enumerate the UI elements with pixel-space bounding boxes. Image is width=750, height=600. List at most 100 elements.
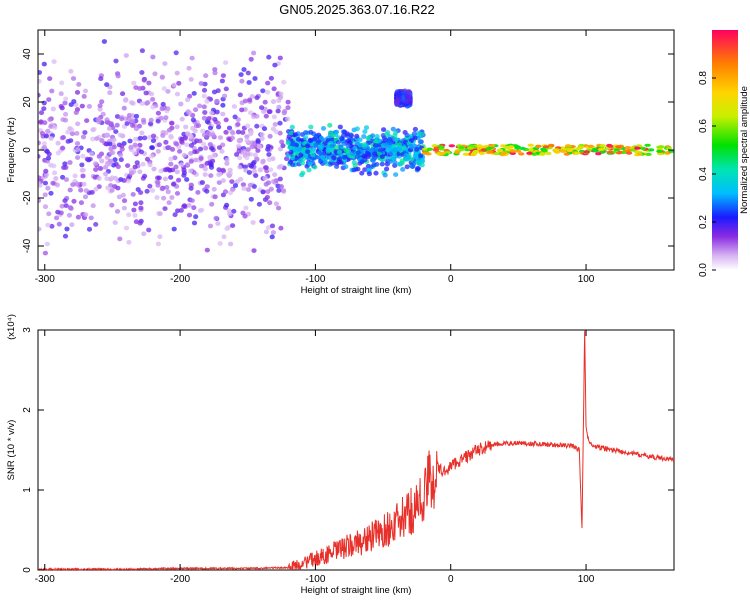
heatmap-cell xyxy=(93,222,99,227)
heatmap-cell xyxy=(636,152,643,156)
heatmap-cell xyxy=(219,149,225,154)
heatmap-cell xyxy=(519,146,526,151)
heatmap-cell xyxy=(361,134,367,139)
heatmap-cell xyxy=(125,178,131,184)
heatmap-cell xyxy=(259,105,265,110)
heatmap-cell xyxy=(195,123,202,128)
heatmap-cell xyxy=(280,188,286,193)
heatmap-cell xyxy=(229,187,236,193)
heatmap-cell xyxy=(548,143,555,147)
heatmap-cell xyxy=(396,142,403,148)
heatmap-cell xyxy=(42,180,49,186)
heatmap-cell xyxy=(176,80,182,86)
heatmap-cell xyxy=(335,139,341,145)
heatmap-cell xyxy=(179,116,185,122)
heatmap-cell xyxy=(146,227,152,233)
y-tick-label: 2 xyxy=(22,407,33,413)
heatmap-cell xyxy=(412,135,418,141)
heatmap-cell xyxy=(278,91,284,97)
heatmap-cell xyxy=(193,107,199,113)
heatmap-cell xyxy=(88,215,94,221)
heatmap-cell xyxy=(265,89,271,95)
heatmap-cell xyxy=(252,76,258,81)
heatmap-cell xyxy=(204,99,210,104)
heatmap-cell xyxy=(52,125,58,130)
heatmap-cell xyxy=(104,155,110,160)
heatmap-cell xyxy=(207,223,214,229)
heatmap-cell xyxy=(51,59,57,64)
heatmap-cell xyxy=(139,130,145,136)
heatmap-cell xyxy=(377,147,384,153)
heatmap-cell xyxy=(201,93,207,99)
heatmap-cell xyxy=(188,143,194,148)
heatmap-cell xyxy=(552,148,560,152)
heatmap-cell xyxy=(113,58,119,64)
heatmap-cell xyxy=(354,140,360,146)
heatmap-cell xyxy=(560,149,567,153)
heatmap-cell xyxy=(79,162,85,168)
heatmap-cell xyxy=(46,97,52,102)
spectrogram-xlabel: Height of straight line (km) xyxy=(301,285,412,296)
heatmap-cell xyxy=(96,176,102,181)
heatmap-cell xyxy=(146,80,152,86)
heatmap-cell xyxy=(384,166,390,172)
heatmap-cell xyxy=(487,150,494,154)
heatmap-cell xyxy=(231,208,237,214)
heatmap-cell xyxy=(251,50,257,56)
heatmap-cell xyxy=(132,213,138,218)
heatmap-cell xyxy=(216,124,222,130)
heatmap-cell xyxy=(431,144,438,148)
heatmap-cell xyxy=(249,94,255,99)
heatmap-cell xyxy=(599,150,606,154)
heatmap-cell xyxy=(149,188,156,193)
heatmap-cell xyxy=(606,150,614,154)
heatmap-cell xyxy=(165,89,171,94)
x-tick-label: -200 xyxy=(170,274,190,285)
heatmap-cell xyxy=(354,154,360,160)
heatmap-cell xyxy=(411,131,417,137)
heatmap-cell xyxy=(478,151,486,155)
heatmap-cell xyxy=(72,173,78,179)
heatmap-cell xyxy=(211,89,218,95)
heatmap-cell xyxy=(226,125,233,131)
heatmap-cell xyxy=(260,159,266,165)
heatmap-cell xyxy=(99,158,105,164)
heatmap-cell xyxy=(191,220,198,226)
heatmap-cell xyxy=(657,152,664,156)
heatmap-cell xyxy=(280,143,286,149)
heatmap-cell xyxy=(172,212,178,218)
heatmap-cell xyxy=(125,163,131,169)
heatmap-cell xyxy=(42,250,49,256)
heatmap-cell xyxy=(211,153,217,158)
heatmap-cell xyxy=(224,157,230,163)
heatmap-cell xyxy=(201,104,207,110)
heatmap-cell xyxy=(120,91,126,97)
heatmap-cell xyxy=(509,151,516,155)
heatmap-cell xyxy=(187,110,193,116)
heatmap-cell xyxy=(159,74,165,80)
heatmap-cell xyxy=(319,154,326,160)
heatmap-cell xyxy=(404,156,410,162)
heatmap-cell xyxy=(67,187,73,193)
heatmap-cell xyxy=(97,106,103,112)
heatmap-cell xyxy=(287,145,293,151)
heatmap-cell xyxy=(634,146,641,150)
heatmap-cell xyxy=(238,176,244,182)
heatmap-cell xyxy=(41,141,47,147)
heatmap-cell xyxy=(204,188,210,194)
heatmap-cell xyxy=(237,164,243,170)
heatmap-cell xyxy=(157,234,163,240)
heatmap-cell xyxy=(366,167,372,173)
heatmap-cell xyxy=(208,162,214,168)
heatmap-cell xyxy=(263,181,269,187)
heatmap-cell xyxy=(58,104,64,109)
heatmap-cell xyxy=(223,117,229,123)
heatmap-cell xyxy=(65,139,71,144)
heatmap-cell xyxy=(251,248,257,254)
heatmap-cell xyxy=(38,78,42,84)
heatmap-cell xyxy=(235,129,242,135)
heatmap-cell xyxy=(60,145,66,151)
heatmap-cell xyxy=(264,194,270,200)
heatmap-cell xyxy=(432,148,440,152)
heatmap-cell xyxy=(54,182,61,188)
